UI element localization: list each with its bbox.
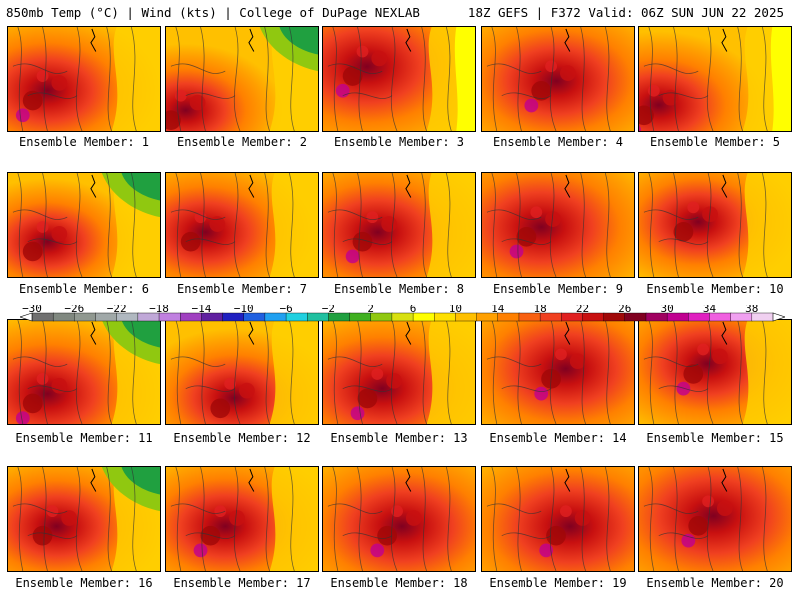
colorbar-tick-label: −26 xyxy=(64,305,84,315)
ensemble-member-label: Ensemble Member: 5 xyxy=(649,135,781,149)
ensemble-member-label: Ensemble Member: 8 xyxy=(333,282,465,296)
temperature-field xyxy=(323,173,475,277)
colorbar-left-arrow xyxy=(20,312,33,322)
ensemble-member-map xyxy=(7,172,161,278)
colorbar-tick-label: 38 xyxy=(745,305,758,315)
temperature-colorbar: −30 −26 −22 −18 −14 −10 −6 −2 2 6 10 14 18 22 26 30 34 38… xyxy=(20,305,785,329)
ensemble-member-map xyxy=(322,466,476,572)
ensemble-member-label: Ensemble Member: 19 xyxy=(489,576,627,590)
ensemble-member-map xyxy=(481,172,635,278)
ensemble-member-map xyxy=(7,319,161,425)
ensemble-member-label: Ensemble Member: 18 xyxy=(330,576,468,590)
ensemble-member-map xyxy=(7,466,161,572)
colorbar-tick-label: −14 xyxy=(191,305,211,315)
colorbar-tick-label: −22 xyxy=(107,305,127,315)
ensemble-member-label: Ensemble Member: 2 xyxy=(176,135,308,149)
ensemble-member-label: Ensemble Member: 20 xyxy=(646,576,784,590)
colorbar-tick-label: 30 xyxy=(660,305,673,315)
ensemble-member-map xyxy=(165,466,319,572)
colorbar-tick-label: 6 xyxy=(410,305,417,315)
temperature-field xyxy=(482,27,634,131)
temperature-field xyxy=(166,320,318,424)
temperature-field xyxy=(323,27,475,131)
temperature-field xyxy=(323,320,475,424)
temperature-field xyxy=(8,27,160,131)
temperature-field xyxy=(323,467,475,571)
ensemble-member-label: Ensemble Member: 17 xyxy=(173,576,311,590)
colorbar-tick-label: −10 xyxy=(234,305,254,315)
colorbar-tick-label: 10 xyxy=(449,305,462,315)
colorbar-right-arrow xyxy=(772,312,785,322)
ensemble-member-map xyxy=(7,26,161,132)
ensemble-member-label: Ensemble Member: 12 xyxy=(173,431,311,445)
temperature-field xyxy=(639,27,791,131)
ensemble-member-label: Ensemble Member: 15 xyxy=(646,431,784,445)
temperature-field xyxy=(166,467,318,571)
temperature-field xyxy=(639,320,791,424)
ensemble-member-label: Ensemble Member: 3 xyxy=(333,135,465,149)
colorbar-tick-label: 14 xyxy=(491,305,505,315)
ensemble-member-map xyxy=(481,319,635,425)
colorbar-tick-label: 26 xyxy=(618,305,631,315)
temperature-field xyxy=(482,173,634,277)
ensemble-member-label: Ensemble Member: 14 xyxy=(489,431,627,445)
colorbar-graphic: −30 −26 −22 −18 −14 −10 −6 −2 2 6 10 14 18 22 26 30 34 38… xyxy=(20,305,785,322)
colorbar-tick-label: −2 xyxy=(322,305,335,315)
colorbar-tick-label: −6 xyxy=(279,305,292,315)
ensemble-member-map xyxy=(481,26,635,132)
valid-time-title: 18Z GEFS | F372 Valid: 06Z SUN JUN 22 20… xyxy=(467,5,784,20)
ensemble-member-map xyxy=(638,26,792,132)
temperature-field xyxy=(166,173,318,277)
temperature-field xyxy=(639,467,791,571)
ensemble-member-map xyxy=(638,319,792,425)
temperature-field xyxy=(8,173,160,277)
ensemble-member-map xyxy=(165,319,319,425)
colorbar-tick-label: −30 xyxy=(22,305,42,315)
ensemble-member-map xyxy=(481,466,635,572)
ensemble-member-label: Ensemble Member: 4 xyxy=(492,135,624,149)
colorbar-tick-label: 34 xyxy=(703,305,717,315)
ensemble-member-label: Ensemble Member: 7 xyxy=(176,282,308,296)
ensemble-member-label: Ensemble Member: 16 xyxy=(15,576,153,590)
ensemble-member-map xyxy=(638,466,792,572)
ensemble-member-map xyxy=(165,26,319,132)
temperature-field xyxy=(639,173,791,277)
page-title: 850mb Temp (°C) | Wind (kts) | College o… xyxy=(6,5,420,20)
ensemble-member-map xyxy=(165,172,319,278)
temperature-field xyxy=(8,320,160,424)
ensemble-member-map xyxy=(322,26,476,132)
colorbar-tick-label: 18 xyxy=(533,305,546,315)
ensemble-member-label: Ensemble Member: 13 xyxy=(330,431,468,445)
colorbar-tick-label: 22 xyxy=(576,305,589,315)
ensemble-member-map xyxy=(322,319,476,425)
temperature-field xyxy=(482,467,634,571)
ensemble-member-map xyxy=(322,172,476,278)
ensemble-member-label: Ensemble Member: 1 xyxy=(18,135,150,149)
ensemble-member-map xyxy=(638,172,792,278)
colorbar-tick-label: −18 xyxy=(149,305,169,315)
temperature-field xyxy=(166,27,318,131)
ensemble-member-label: Ensemble Member: 11 xyxy=(15,431,153,445)
ensemble-member-label: Ensemble Member: 6 xyxy=(18,282,150,296)
temperature-field xyxy=(482,320,634,424)
colorbar-tick-label: 2 xyxy=(367,305,374,315)
temperature-field xyxy=(8,467,160,571)
ensemble-member-label: Ensemble Member: 10 xyxy=(646,282,784,296)
ensemble-member-label: Ensemble Member: 9 xyxy=(492,282,624,296)
